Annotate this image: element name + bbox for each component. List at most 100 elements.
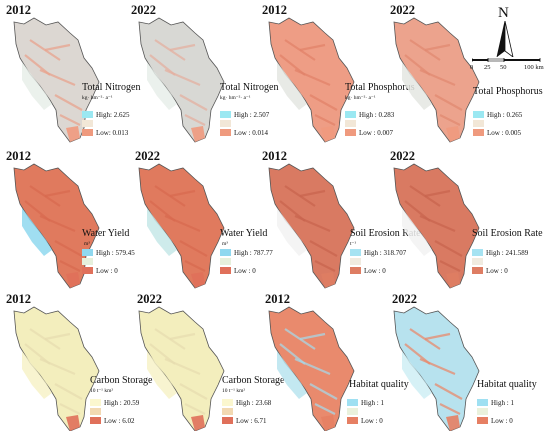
texture-streak [314,260,336,272]
high-value-zone [22,351,52,399]
texture-streak [439,403,461,415]
map-panel-tp-2012: 2012 Total Phosphorus kg· hm⁻²· a⁻¹ High… [255,0,415,143]
legend-high: High : 787.77 [234,249,273,257]
low-value-zone [66,415,80,431]
region-map [13,17,100,143]
texture-streak [54,94,83,111]
legend-low: Low : 0 [234,267,256,275]
high-value-zone [277,62,307,110]
indicator-title: Total Nitrogen [220,82,279,93]
legend-swatch [222,399,233,406]
texture-streak [439,114,461,126]
legend-swatch [347,399,358,406]
legend-low: Low : 0 [486,267,508,275]
indicator-title: Water Yield [220,228,268,239]
legend: High : 20.59 Low : 6.02 [90,399,150,429]
legend-swatch [473,111,484,118]
legend: High : 241.589 Low : 0 [472,249,532,279]
legend-high: High : 579.45 [96,249,135,257]
unit-label: kg· hm⁻²· a⁻¹ [345,95,376,101]
legend-swatch [473,129,484,136]
north-arrow: N [488,5,522,57]
indicator-title: Total Nitrogen [82,82,141,93]
legend-low: Low : 6.71 [236,417,267,425]
texture-streak [299,332,326,341]
legend-swatch [82,111,93,118]
legend: High: 2.625 Low: 0.013 [82,111,142,141]
legend-high: High : 0.283 [359,111,395,119]
low-value-zone [321,272,335,288]
texture-streak [24,343,51,365]
legend-high: High : 1 [491,399,514,407]
legend-swatch [477,408,488,415]
texture-streak [169,332,196,341]
legend-swatch [345,111,356,118]
low-value-zone [191,415,205,431]
unit-label: t⁻¹ [350,241,357,247]
legend-swatch [347,417,358,424]
legend-swatch [472,249,483,256]
year-label: 2012 [262,3,287,17]
region-map [393,17,480,143]
year-label: 2022 [390,3,415,17]
region-map [13,163,100,289]
indicator-title: Water Yield [82,228,130,239]
texture-streak [279,200,306,222]
high-value-zone [147,208,177,256]
map-panel-ser-2022: 2022 Soil Erosion Rate High : 241.589 Lo… [380,146,543,289]
legend-high: High : 318.707 [364,249,407,257]
unit-label: m³ [84,241,90,247]
year-label: 2012 [6,3,31,17]
map-panel-ser-2012: 2012 Soil Erosion Rate t⁻¹ High : 318.70… [255,146,421,289]
legend-low: Low : 0 [361,417,383,425]
legend-swatch [90,417,101,424]
legend-swatch [222,408,233,415]
scale-tick-0: 0 [470,64,474,71]
legend: High : 0.283 Low : 0.007 [345,111,405,141]
legend-swatch [472,258,483,265]
region-map [138,306,225,431]
texture-streak [24,54,51,76]
map-panel-hq-2012: 2012 Habitat quality High : 1 Low : 0 [255,289,409,431]
year-label: 2012 [265,292,290,306]
texture-streak [169,189,196,198]
high-value-zone [147,62,177,110]
texture-streak [44,43,71,52]
north-label: N [498,5,509,21]
texture-streak [309,383,338,400]
indicator-title: Soil Erosion Rate [472,228,543,239]
legend-high: High : 2.507 [234,111,270,119]
texture-streak [59,114,81,126]
texture-streak [184,114,206,126]
texture-streak [149,200,176,222]
legend-swatch [220,258,231,265]
legend-swatch [90,399,101,406]
unit-label: kg· hm⁻²· a⁻¹ [220,95,251,101]
region-map [393,163,480,289]
texture-streak [169,43,196,52]
texture-streak [404,54,431,76]
high-value-zone [277,351,307,399]
legend-swatch [82,258,93,265]
legend-high: High : 20.59 [104,399,140,407]
legend-swatch [350,258,361,265]
map-panel-wy-2022: 2022 Water Yield m³ High : 787.77 Low : … [125,146,273,289]
year-label: 2022 [135,149,160,163]
legend-swatch [472,267,483,274]
region-map [393,306,480,431]
texture-streak [179,240,208,257]
high-value-zone [402,208,432,256]
legend-swatch [477,399,488,406]
indicator-title: Total Phosphorus [473,86,543,97]
texture-streak [404,343,431,365]
year-label: 2012 [6,292,31,306]
region-map [138,163,225,289]
legend-swatch [220,267,231,274]
legend-swatch [82,120,93,127]
legend-high: High : 1 [361,399,384,407]
year-label: 2022 [137,292,162,306]
texture-streak [184,260,206,272]
high-value-zone [277,208,307,256]
legend: High : 787.77 Low : 0 [220,249,280,279]
